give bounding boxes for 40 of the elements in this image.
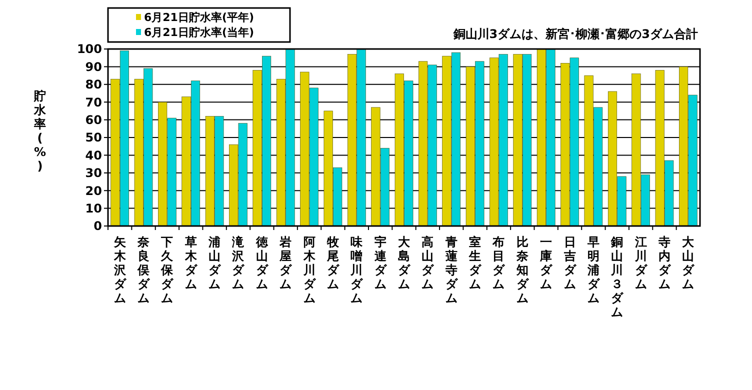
y-tick-label: 40 (85, 148, 102, 162)
x-tick-label: 布目ダム (492, 235, 506, 291)
x-tick-label: 銅山川３ダム (610, 235, 624, 319)
x-tick-label: 下久保ダム (160, 235, 174, 305)
x-tick-label: 浦山ダム (208, 235, 222, 291)
y-tick-label: 30 (85, 166, 102, 180)
x-tick-label: 奈良俣ダム (136, 235, 151, 305)
y-axis-title: 貯水率(%) (33, 89, 47, 173)
y-tick-label: 50 (85, 130, 102, 145)
legend-label: 6月21日貯水率(平年) (144, 10, 254, 24)
x-tick-label: 江川ダム (634, 235, 648, 291)
y-tick-label: 60 (85, 113, 102, 127)
x-tick-label: 草木ダム (184, 235, 198, 291)
y-tick-label: 90 (85, 60, 102, 74)
x-tick-label: 牧尾ダム (326, 235, 340, 291)
x-tick-label: 宇連ダム (373, 235, 388, 291)
legend-label: 6月21日貯水率(当年) (144, 26, 254, 39)
x-tick-label: 岩屋ダム (278, 235, 293, 291)
y-tick-label: 20 (85, 184, 102, 198)
x-tick-label: 徳山ダム (254, 235, 269, 291)
x-tick-label: 味噌川ダム (350, 235, 364, 305)
x-tick-label: 大山ダム (682, 235, 696, 291)
x-tick-label: 日吉ダム (562, 235, 577, 291)
text: 銅山川3ダムは、新宮･柳瀬･富郷の3ダム合計 (452, 27, 698, 41)
x-tick-label: 阿木川ダム (302, 235, 316, 305)
y-tick-label: 10 (85, 202, 102, 216)
x-tick-label: 比奈知ダム (515, 235, 530, 305)
y-tick-label: 70 (85, 95, 102, 110)
x-tick-label: 一庫ダム (539, 235, 554, 291)
x-tick-label: 滝沢ダム (231, 235, 246, 291)
x-tick-label: 高山ダム (422, 235, 435, 291)
x-tick-label: 寺内ダム (657, 235, 672, 291)
x-tick-label: 室生ダム (468, 235, 482, 291)
y-tick-label: 100 (76, 42, 102, 56)
x-tick-label: 青蓮寺ダム (444, 235, 458, 305)
x-tick-label: 早明浦ダム (586, 235, 600, 305)
y-tick-label: 0 (94, 219, 102, 234)
y-tick-label: 80 (85, 78, 102, 92)
x-tick-label: 矢木沢ダム (112, 235, 127, 305)
x-tick-label: 大島ダム (398, 235, 411, 291)
